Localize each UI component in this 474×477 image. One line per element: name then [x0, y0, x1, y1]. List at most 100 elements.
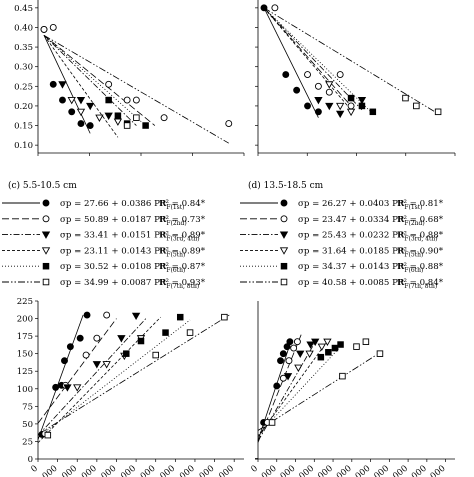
legend-equation: σp = 23.47 + 0.0334 PRF(2nd) [298, 215, 425, 227]
legend-r2: R² = 0.84* [397, 278, 444, 288]
top-left-point [160, 114, 168, 122]
legend-r2: R² = 0.89* [159, 246, 206, 256]
top-left-point [49, 24, 57, 31]
bottom-right-fit-line-5 [257, 346, 341, 436]
bottom-right-x-tick-label: 0 [249, 464, 260, 475]
bottom-left-y-tick-label: 50 [22, 420, 33, 430]
bottom-left-point [73, 384, 82, 392]
bottom-left-fit-line-6 [37, 314, 230, 435]
top-right-fit-line-5 [263, 7, 374, 115]
top-left-point [225, 120, 233, 128]
legend-r2: R² = 0.90* [397, 246, 444, 256]
top-right-fit-line-3 [263, 7, 363, 111]
bottom-right-point [362, 338, 370, 345]
bottom-right-point [353, 343, 360, 350]
top-left-y-tick-label: 0.10 [14, 141, 33, 151]
bottom-right-point [311, 338, 320, 347]
top-left-point [40, 25, 48, 33]
panel-title-c: (c) 5.5-10.5 cm [8, 180, 77, 191]
legend-equation: σp = 40.58 + 0.0085 PRF(7th, 8th) [298, 278, 437, 290]
bottom-right-point [277, 357, 284, 365]
bottom-left-x-tick-label: 0 [29, 464, 40, 475]
bottom-right-point [325, 349, 332, 356]
top-left-point [142, 122, 149, 129]
top-left-y-tick-label: 0.15 [14, 122, 33, 132]
bottom-left-point [83, 311, 91, 319]
legend-marker [42, 215, 50, 223]
bottom-left-y-tick-label: 100 [17, 385, 33, 395]
bottom-left-point [152, 351, 159, 359]
legend-r2: R² = 0.73* [159, 215, 206, 225]
bottom-left-y-tick-label: 25 [22, 437, 33, 447]
top-left-point [76, 96, 86, 105]
bottom-left-fit-line-1 [37, 314, 84, 440]
top-right-point [325, 81, 334, 89]
data-points-layer [38, 4, 442, 439]
bottom-right-point [337, 341, 344, 348]
bottom-left-y-tick-label: 150 [17, 350, 33, 360]
legend-marker [42, 278, 50, 286]
top-left-fit-line-2 [43, 34, 156, 126]
top-left-fit-line-3 [43, 35, 137, 126]
top-left-point [123, 96, 131, 104]
legend-marker [280, 278, 288, 286]
top-left-point [105, 96, 112, 104]
top-left-fit-line-1 [43, 35, 91, 134]
bottom-right-point [286, 338, 294, 346]
top-right-point [336, 102, 345, 111]
legend-r2: R² = 0.88* [397, 231, 444, 241]
bottom-left-point [63, 384, 72, 392]
top-left-point [76, 108, 86, 117]
bottom-left-y-tick-label: 175 [17, 332, 33, 342]
top-right-point [346, 108, 356, 117]
top-right-fit-line-1 [263, 7, 319, 118]
bottom-left-y-tick-label: 225 [17, 297, 33, 307]
bottom-right-point [296, 350, 305, 358]
legend-marker [280, 215, 288, 223]
top-right-point [347, 94, 355, 102]
bottom-right-point [339, 372, 346, 380]
bottom-left-fit-line-2 [37, 318, 117, 424]
legend-equation: σp = 30.52 + 0.0108 PRF(6th) [60, 262, 185, 274]
top-right-point [357, 96, 367, 105]
bottom-right-fit-line-3 [257, 340, 317, 442]
bottom-left-point [92, 361, 102, 369]
top-left-fit-line-6 [43, 34, 229, 144]
top-left-point [59, 96, 66, 104]
legend-marker [279, 247, 289, 255]
bottom-right-point [331, 344, 339, 352]
bottom-right-point [279, 350, 287, 358]
bottom-right-point [305, 350, 314, 358]
legend-marker [279, 231, 289, 239]
top-left-point [114, 112, 122, 119]
bottom-left-point [82, 351, 90, 359]
legend-marker [280, 262, 288, 270]
bottom-left-y-tick-label: 0 [28, 455, 33, 465]
top-right-point [369, 108, 377, 116]
bottom-right-point [317, 343, 326, 351]
legend-equation: σp = 34.37 + 0.0143 PRF(6th) [298, 262, 423, 274]
bottom-left-point [117, 335, 126, 343]
bottom-left-point [61, 357, 68, 365]
top-left-fit-line-5 [43, 35, 146, 126]
bottom-right-point [279, 374, 287, 382]
bottom-right-point [294, 364, 303, 373]
top-right-point [402, 94, 409, 102]
top-right-point [434, 108, 442, 116]
legend-r2: R² = 0.87* [159, 262, 206, 272]
legend-d: σp = 26.27 + 0.0403 PRF(1st)R² = 0.81* σp… [240, 199, 444, 290]
top-right-fit-line-4 [263, 7, 352, 111]
bottom-right-point [285, 357, 293, 365]
bottom-left-point [93, 334, 101, 342]
fit-lines-layer [37, 7, 439, 444]
bottom-left-point [131, 312, 141, 321]
top-right-point [314, 108, 322, 116]
top-right-fit-line-2 [263, 7, 352, 107]
top-right-point [293, 86, 301, 94]
top-left-point [95, 114, 104, 123]
bottom-left-y-tick-label: 125 [17, 367, 33, 377]
bottom-left-fit-line-5 [37, 319, 191, 438]
legend-r2: R² = 0.88* [397, 262, 444, 272]
top-right-fit-line-6 [263, 7, 439, 115]
